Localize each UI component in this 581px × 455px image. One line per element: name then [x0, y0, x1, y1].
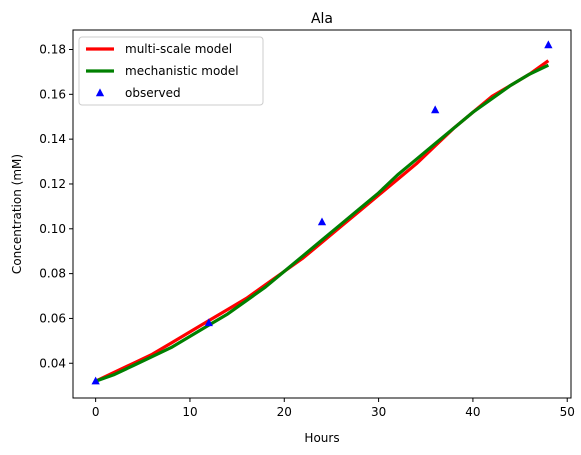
x-axis-label: Hours [304, 431, 339, 445]
y-tick-label: 0.08 [39, 267, 66, 281]
legend: multi-scale model mechanistic model observ… [78, 36, 264, 106]
y-tick-label: 0.04 [39, 356, 66, 370]
observed-point [204, 318, 213, 327]
y-tick-label: 0.14 [39, 132, 66, 146]
y-tick-label: 0.16 [39, 87, 66, 101]
y-tick-label: 0.12 [39, 177, 66, 191]
series-line-1 [95, 63, 550, 383]
x-tick-label: 30 [371, 405, 386, 419]
x-tick-label: 40 [465, 405, 480, 419]
observed-point [317, 217, 327, 226]
observed-point [544, 40, 553, 49]
x-tick-label: 0 [92, 405, 100, 419]
plot-frame [72, 29, 572, 399]
chart-title: Ala [311, 11, 333, 27]
legend-swatch [95, 88, 105, 97]
legend-box [78, 36, 264, 106]
legend-label: observed [125, 86, 181, 100]
y-tick-label: 0.10 [39, 222, 66, 236]
y-tick-label: 0.18 [39, 42, 66, 56]
x-tick-label: 50 [560, 405, 575, 419]
x-tick-label: 10 [182, 405, 197, 419]
y-tick-label: 0.06 [39, 311, 66, 325]
legend-label: multi-scale model [125, 42, 232, 56]
observed-point [431, 105, 440, 114]
legend-label: mechanistic model [125, 64, 239, 78]
observed-point [91, 376, 100, 385]
y-axis-label: Concentration (mM) [10, 154, 24, 274]
x-tick-label: 20 [277, 405, 292, 419]
